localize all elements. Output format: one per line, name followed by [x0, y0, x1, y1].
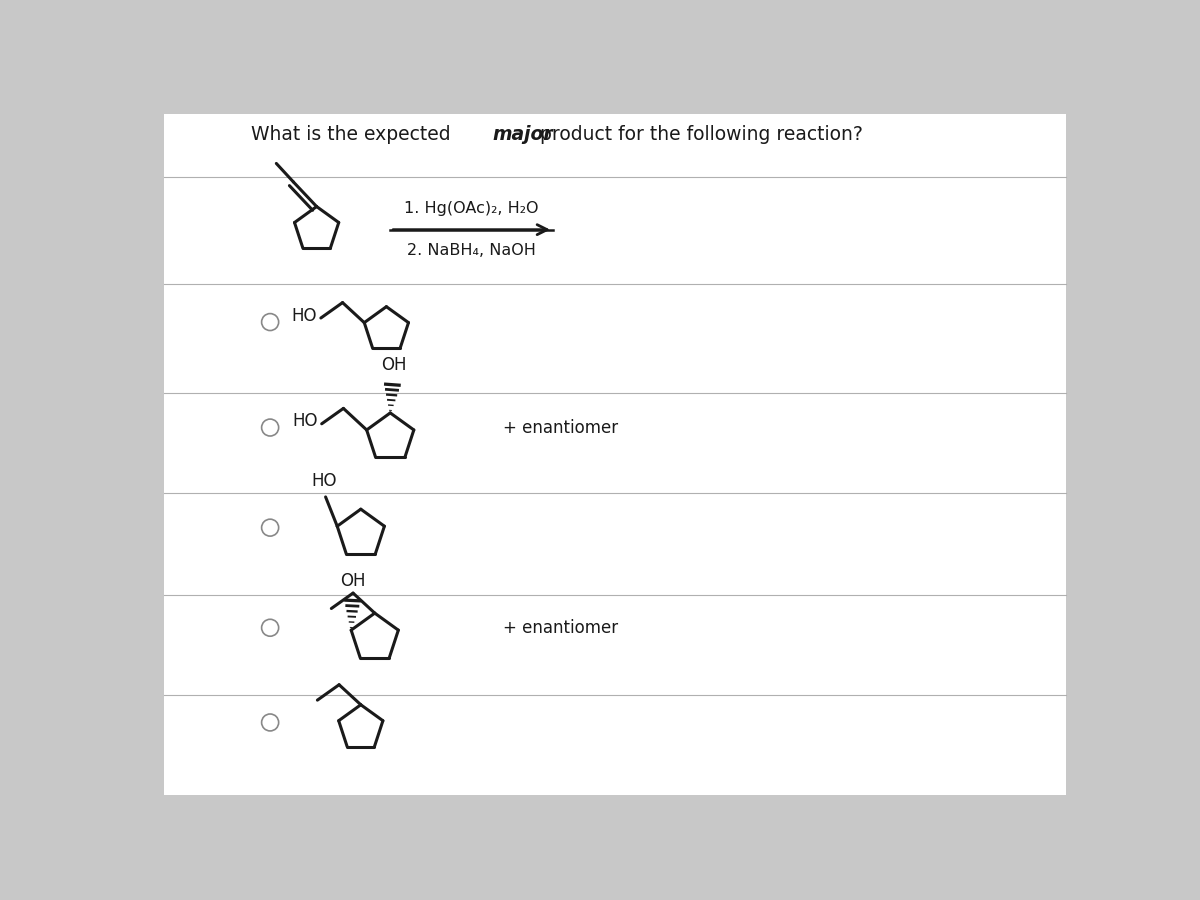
Text: HO: HO	[292, 307, 317, 325]
Text: product for the following reaction?: product for the following reaction?	[534, 125, 863, 144]
Text: + enantiomer: + enantiomer	[503, 418, 618, 436]
Text: 1. Hg(OAc)₂, H₂O: 1. Hg(OAc)₂, H₂O	[404, 201, 539, 216]
Text: OH: OH	[340, 572, 366, 590]
Circle shape	[262, 313, 278, 330]
Circle shape	[262, 714, 278, 731]
Circle shape	[262, 419, 278, 436]
Text: 2. NaBH₄, NaOH: 2. NaBH₄, NaOH	[407, 243, 536, 258]
Text: What is the expected: What is the expected	[251, 125, 456, 144]
FancyBboxPatch shape	[164, 114, 1066, 795]
Text: HO: HO	[311, 472, 337, 490]
Text: major: major	[492, 125, 553, 144]
Text: + enantiomer: + enantiomer	[503, 619, 618, 637]
Circle shape	[262, 619, 278, 636]
Circle shape	[262, 519, 278, 536]
Text: HO: HO	[293, 412, 318, 430]
Text: OH: OH	[382, 356, 407, 374]
